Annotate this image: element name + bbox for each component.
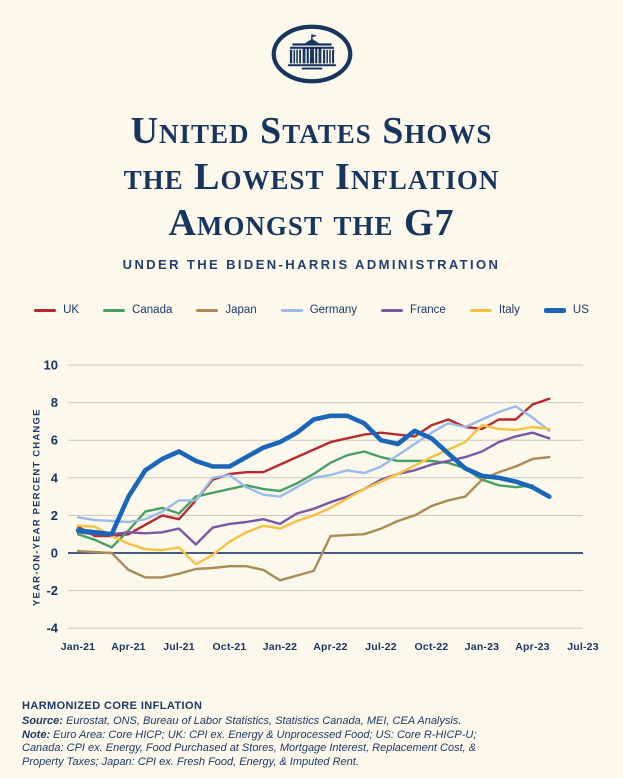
legend-swatch-us (543, 307, 566, 313)
page-subtitle: UNDER THE BIDEN-HARRIS ADMINISTRATION (122, 257, 501, 272)
note-label: Note: (22, 728, 51, 741)
y-tick-label: 2 (51, 508, 58, 523)
legend-label-italy: Italy (498, 304, 520, 316)
x-tick-label: Jul-22 (365, 641, 397, 653)
legend-swatch-japan (196, 308, 219, 312)
white-house-logo (0, 20, 623, 93)
x-tick-label: Jan-22 (263, 641, 297, 653)
series-line-germany (76, 405, 551, 524)
source-line: Source: Eurostat, ONS, Bureau of Labor S… (22, 715, 502, 729)
y-tick-label: 0 (51, 546, 58, 561)
series-line-canada (76, 450, 534, 549)
legend-label-france: France (410, 304, 446, 316)
legend-item-germany: Germany (280, 304, 358, 316)
chart-footnotes: HARMONIZED CORE INFLATION Source: Eurost… (22, 700, 502, 769)
legend-item-japan: Japan (196, 304, 257, 316)
legend-label-uk: UK (63, 304, 80, 316)
x-tick-label: Apr-22 (313, 641, 347, 653)
series-line-us (75, 413, 552, 537)
title-line-3: Amongst the G7 (168, 202, 455, 244)
series-line-france (76, 431, 551, 546)
legend-label-japan: Japan (225, 304, 257, 316)
chart-legend: UK Canada Japan Germany France Italy US (0, 304, 623, 316)
y-tick-label: -4 (46, 621, 58, 636)
legend-label-us: US (572, 304, 589, 316)
source-label: Source: (22, 715, 63, 727)
series-line-japan (76, 455, 551, 582)
legend-item-canada: Canada (103, 304, 172, 316)
legend-swatch-germany (280, 308, 303, 312)
legend-item-italy: Italy (469, 304, 520, 316)
legend-label-canada: Canada (132, 304, 173, 316)
y-tick-label: 8 (51, 395, 58, 410)
x-tick-label: Apr-21 (111, 641, 145, 653)
y-tick-label: 6 (51, 433, 58, 448)
source-text: Eurostat, ONS, Bureau of Labor Statistic… (62, 715, 462, 727)
footnote-heading: HARMONIZED CORE INFLATION (22, 700, 203, 712)
series-line-italy (76, 423, 551, 566)
y-tick-label: -2 (46, 583, 58, 598)
x-tick-label: Jan-23 (465, 641, 499, 653)
legend-swatch-italy (469, 308, 492, 312)
legend-item-uk: UK (34, 304, 79, 316)
x-tick-label: Apr-23 (515, 641, 549, 653)
x-tick-label: Jul-23 (567, 641, 599, 653)
series-line-uk (76, 397, 551, 538)
legend-swatch-france (381, 308, 404, 312)
x-tick-label: Oct-21 (213, 641, 247, 653)
title-line-1: United States Shows (130, 110, 493, 152)
legend-swatch-uk (34, 308, 57, 312)
y-tick-label: 4 (51, 470, 59, 485)
page-title: United States Shows the Lowest Inflation… (0, 108, 623, 246)
legend-item-france: France (381, 304, 446, 316)
note-text: Euro Area: Core HICP; UK: CPI ex. Energy… (22, 728, 477, 768)
title-line-2: the Lowest Inflation (123, 156, 500, 198)
x-tick-label: Oct-22 (415, 641, 449, 653)
legend-item-us: US (543, 304, 589, 316)
legend-label-germany: Germany (309, 304, 358, 316)
x-tick-label: Jul-21 (163, 641, 195, 653)
note-line: Note: Euro Area: Core HICP; UK: CPI ex. … (22, 729, 502, 770)
legend-swatch-canada (103, 308, 126, 312)
inflation-line-chart: 10 8 6 4 2 0 -2 -4 Jan-21 Apr-21 Jul-21 Oct-21 Jan-2… (0, 345, 623, 690)
white-house-icon (271, 24, 352, 84)
x-tick-label: Jan-21 (61, 641, 95, 653)
y-tick-label: 10 (44, 358, 58, 373)
